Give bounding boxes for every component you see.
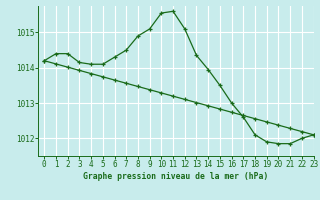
X-axis label: Graphe pression niveau de la mer (hPa): Graphe pression niveau de la mer (hPa) <box>84 172 268 181</box>
